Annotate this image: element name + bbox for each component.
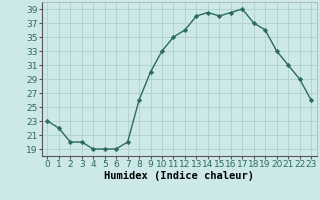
X-axis label: Humidex (Indice chaleur): Humidex (Indice chaleur)	[104, 171, 254, 181]
